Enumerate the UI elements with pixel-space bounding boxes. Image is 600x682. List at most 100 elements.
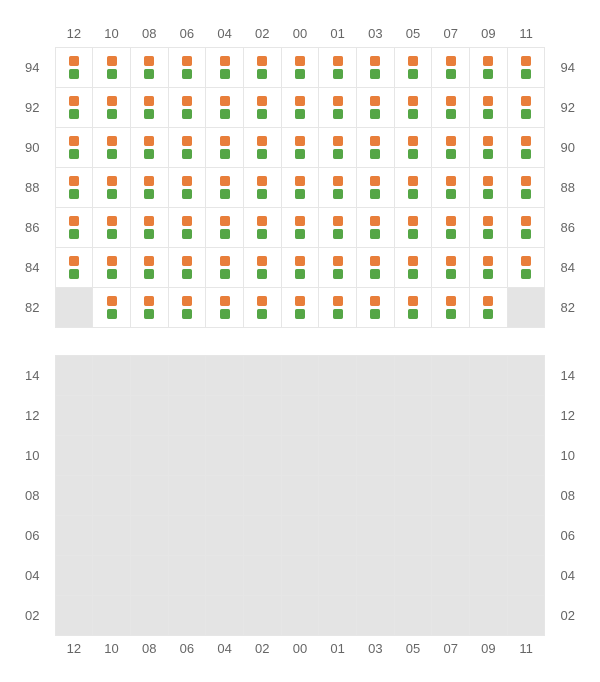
rack-slot-empty[interactable] xyxy=(168,355,207,396)
rack-slot-filled[interactable] xyxy=(92,127,131,168)
rack-slot-filled[interactable] xyxy=(243,247,282,288)
rack-slot-empty[interactable] xyxy=(469,555,508,596)
rack-slot-empty[interactable] xyxy=(55,475,94,516)
rack-slot-filled[interactable] xyxy=(130,247,169,288)
rack-slot-filled[interactable] xyxy=(168,287,207,328)
rack-slot-filled[interactable] xyxy=(130,287,169,328)
rack-slot-filled[interactable] xyxy=(394,247,433,288)
rack-slot-filled[interactable] xyxy=(243,167,282,208)
rack-slot-filled[interactable] xyxy=(318,287,357,328)
rack-slot-empty[interactable] xyxy=(92,355,131,396)
rack-slot-empty[interactable] xyxy=(130,435,169,476)
rack-slot-filled[interactable] xyxy=(318,207,357,248)
rack-slot-empty[interactable] xyxy=(205,395,244,436)
rack-slot-filled[interactable] xyxy=(168,167,207,208)
rack-slot-empty[interactable] xyxy=(243,515,282,556)
rack-slot-empty[interactable] xyxy=(507,355,546,396)
rack-slot-filled[interactable] xyxy=(356,87,395,128)
rack-slot-filled[interactable] xyxy=(394,167,433,208)
rack-slot-empty[interactable] xyxy=(281,475,320,516)
rack-slot-filled[interactable] xyxy=(55,207,94,248)
rack-slot-filled[interactable] xyxy=(431,167,470,208)
rack-slot-empty[interactable] xyxy=(431,515,470,556)
rack-slot-filled[interactable] xyxy=(431,247,470,288)
rack-slot-filled[interactable] xyxy=(92,247,131,288)
rack-slot-empty[interactable] xyxy=(281,435,320,476)
rack-slot-filled[interactable] xyxy=(318,167,357,208)
rack-slot-empty[interactable] xyxy=(469,435,508,476)
rack-slot-empty[interactable] xyxy=(168,435,207,476)
rack-slot-filled[interactable] xyxy=(394,87,433,128)
rack-slot-filled[interactable] xyxy=(130,47,169,88)
rack-slot-empty[interactable] xyxy=(168,475,207,516)
rack-slot-empty[interactable] xyxy=(168,595,207,636)
rack-slot-filled[interactable] xyxy=(168,47,207,88)
rack-slot-filled[interactable] xyxy=(431,47,470,88)
rack-slot-empty[interactable] xyxy=(55,355,94,396)
rack-slot-empty[interactable] xyxy=(356,355,395,396)
rack-slot-filled[interactable] xyxy=(243,287,282,328)
rack-slot-filled[interactable] xyxy=(356,167,395,208)
rack-slot-filled[interactable] xyxy=(469,87,508,128)
rack-slot-filled[interactable] xyxy=(281,47,320,88)
rack-slot-filled[interactable] xyxy=(92,207,131,248)
rack-slot-filled[interactable] xyxy=(394,127,433,168)
rack-slot-empty[interactable] xyxy=(281,515,320,556)
rack-slot-empty[interactable] xyxy=(469,475,508,516)
rack-slot-filled[interactable] xyxy=(55,47,94,88)
rack-slot-empty[interactable] xyxy=(356,595,395,636)
rack-slot-filled[interactable] xyxy=(356,47,395,88)
rack-slot-empty[interactable] xyxy=(394,355,433,396)
rack-slot-filled[interactable] xyxy=(205,47,244,88)
rack-slot-empty[interactable] xyxy=(168,395,207,436)
rack-slot-filled[interactable] xyxy=(55,127,94,168)
rack-slot-empty[interactable] xyxy=(55,595,94,636)
rack-slot-empty[interactable] xyxy=(205,555,244,596)
rack-slot-empty[interactable] xyxy=(507,555,546,596)
rack-slot-empty[interactable] xyxy=(243,355,282,396)
rack-slot-empty[interactable] xyxy=(318,395,357,436)
rack-slot-empty[interactable] xyxy=(507,287,546,328)
rack-slot-empty[interactable] xyxy=(394,515,433,556)
rack-slot-empty[interactable] xyxy=(507,435,546,476)
rack-slot-filled[interactable] xyxy=(318,247,357,288)
rack-slot-filled[interactable] xyxy=(469,287,508,328)
rack-slot-filled[interactable] xyxy=(168,207,207,248)
rack-slot-empty[interactable] xyxy=(130,595,169,636)
rack-slot-empty[interactable] xyxy=(168,555,207,596)
rack-slot-empty[interactable] xyxy=(356,555,395,596)
rack-slot-empty[interactable] xyxy=(92,435,131,476)
rack-slot-empty[interactable] xyxy=(318,355,357,396)
rack-slot-filled[interactable] xyxy=(205,127,244,168)
rack-slot-empty[interactable] xyxy=(507,475,546,516)
rack-slot-filled[interactable] xyxy=(243,47,282,88)
rack-slot-filled[interactable] xyxy=(130,87,169,128)
rack-slot-filled[interactable] xyxy=(281,287,320,328)
rack-slot-empty[interactable] xyxy=(318,515,357,556)
rack-slot-filled[interactable] xyxy=(469,47,508,88)
rack-slot-empty[interactable] xyxy=(431,355,470,396)
rack-slot-empty[interactable] xyxy=(168,515,207,556)
rack-slot-filled[interactable] xyxy=(507,87,546,128)
rack-slot-empty[interactable] xyxy=(281,595,320,636)
rack-slot-filled[interactable] xyxy=(92,167,131,208)
rack-slot-empty[interactable] xyxy=(55,435,94,476)
rack-slot-filled[interactable] xyxy=(55,167,94,208)
rack-slot-empty[interactable] xyxy=(281,355,320,396)
rack-slot-filled[interactable] xyxy=(469,167,508,208)
rack-slot-empty[interactable] xyxy=(130,555,169,596)
rack-slot-empty[interactable] xyxy=(356,475,395,516)
rack-slot-filled[interactable] xyxy=(92,47,131,88)
rack-slot-empty[interactable] xyxy=(55,515,94,556)
rack-slot-empty[interactable] xyxy=(318,435,357,476)
rack-slot-empty[interactable] xyxy=(469,515,508,556)
rack-slot-filled[interactable] xyxy=(92,287,131,328)
rack-slot-empty[interactable] xyxy=(92,555,131,596)
rack-slot-filled[interactable] xyxy=(55,87,94,128)
rack-slot-filled[interactable] xyxy=(130,127,169,168)
rack-slot-filled[interactable] xyxy=(281,247,320,288)
rack-slot-filled[interactable] xyxy=(130,207,169,248)
rack-slot-empty[interactable] xyxy=(507,515,546,556)
rack-slot-empty[interactable] xyxy=(394,395,433,436)
rack-slot-empty[interactable] xyxy=(243,395,282,436)
